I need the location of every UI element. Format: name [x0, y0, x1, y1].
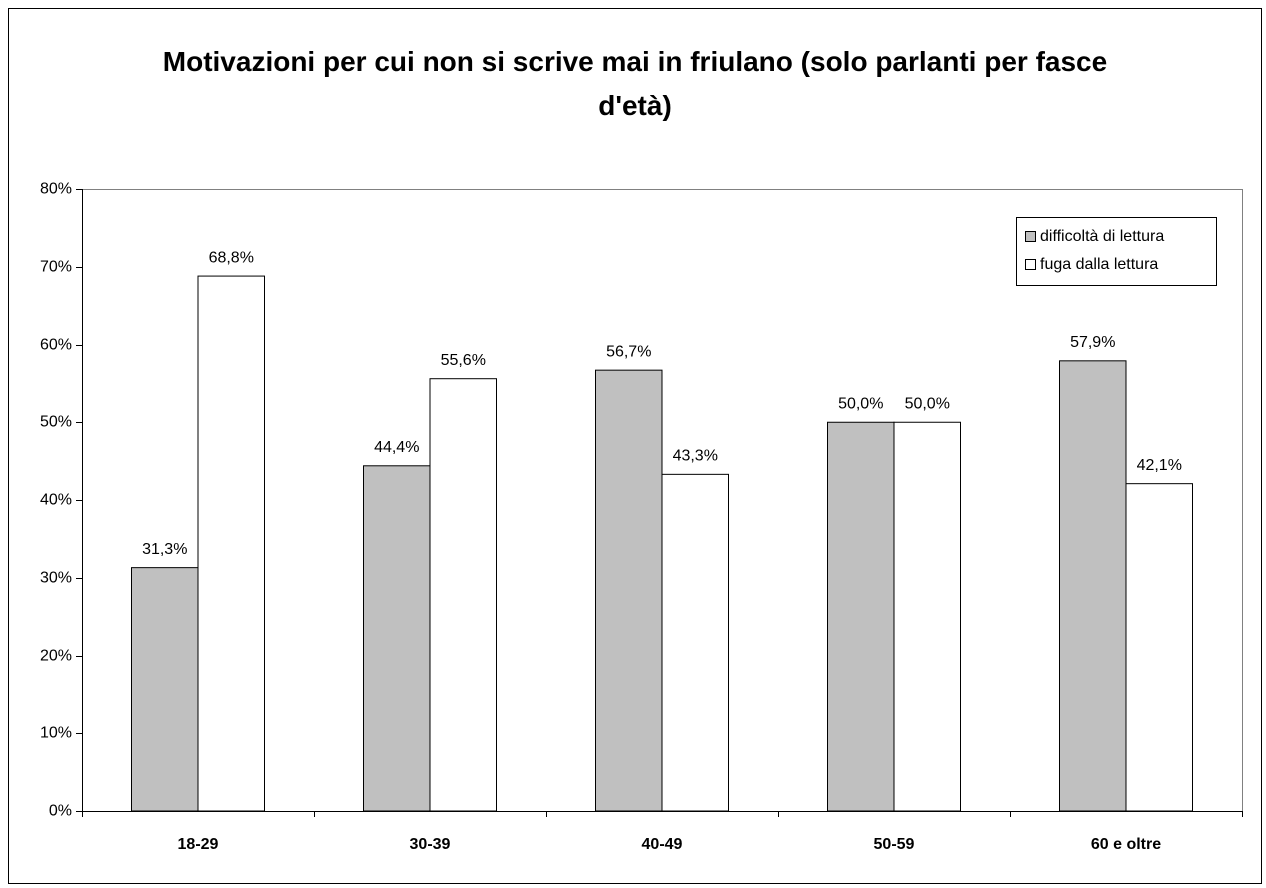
y-tick-label: 20%: [40, 648, 72, 665]
x-tick-label: 50-59: [874, 836, 915, 853]
y-tick-label: 40%: [40, 492, 72, 509]
x-tick-label: 40-49: [642, 836, 683, 853]
legend-swatch: [1025, 231, 1036, 242]
y-tick-label: 50%: [40, 414, 72, 431]
legend-swatch: [1025, 259, 1036, 270]
bar: [429, 378, 497, 812]
value-label: 57,9%: [1070, 334, 1115, 351]
x-tick-label: 60 e oltre: [1091, 836, 1161, 853]
y-tick-label: 30%: [40, 570, 72, 587]
chart-title: Motivazioni per cui non si scrive mai in…: [162, 46, 1108, 121]
legend-label: difficoltà di lettura: [1040, 228, 1164, 245]
bar: [827, 421, 895, 812]
y-tick-label: 0%: [49, 803, 72, 820]
value-label: 44,4%: [374, 439, 419, 456]
y-tick-label: 70%: [40, 259, 72, 276]
bar: [363, 465, 431, 812]
legend-label: fuga dalla lettura: [1040, 256, 1158, 273]
bar: [131, 567, 199, 812]
value-label: 56,7%: [606, 343, 651, 360]
value-label: 42,1%: [1137, 457, 1182, 474]
x-tick-label: 18-29: [178, 836, 219, 853]
value-label: 43,3%: [673, 448, 718, 465]
legend-box: [1016, 217, 1217, 286]
bar: [893, 421, 961, 812]
y-tick-label: 80%: [40, 181, 72, 198]
y-tick-label: 60%: [40, 337, 72, 354]
value-label: 55,6%: [441, 352, 486, 369]
bar: [661, 473, 729, 812]
value-label: 50,0%: [838, 395, 883, 412]
x-tick-label: 30-39: [410, 836, 451, 853]
bar: [1059, 360, 1127, 812]
value-label: 31,3%: [142, 541, 187, 558]
chart-border: [8, 8, 1262, 884]
value-label: 68,8%: [209, 249, 254, 266]
bar: [595, 369, 663, 812]
bar: [197, 275, 265, 812]
value-label: 50,0%: [905, 395, 950, 412]
bar: [1125, 483, 1193, 812]
y-tick-label: 10%: [40, 725, 72, 742]
